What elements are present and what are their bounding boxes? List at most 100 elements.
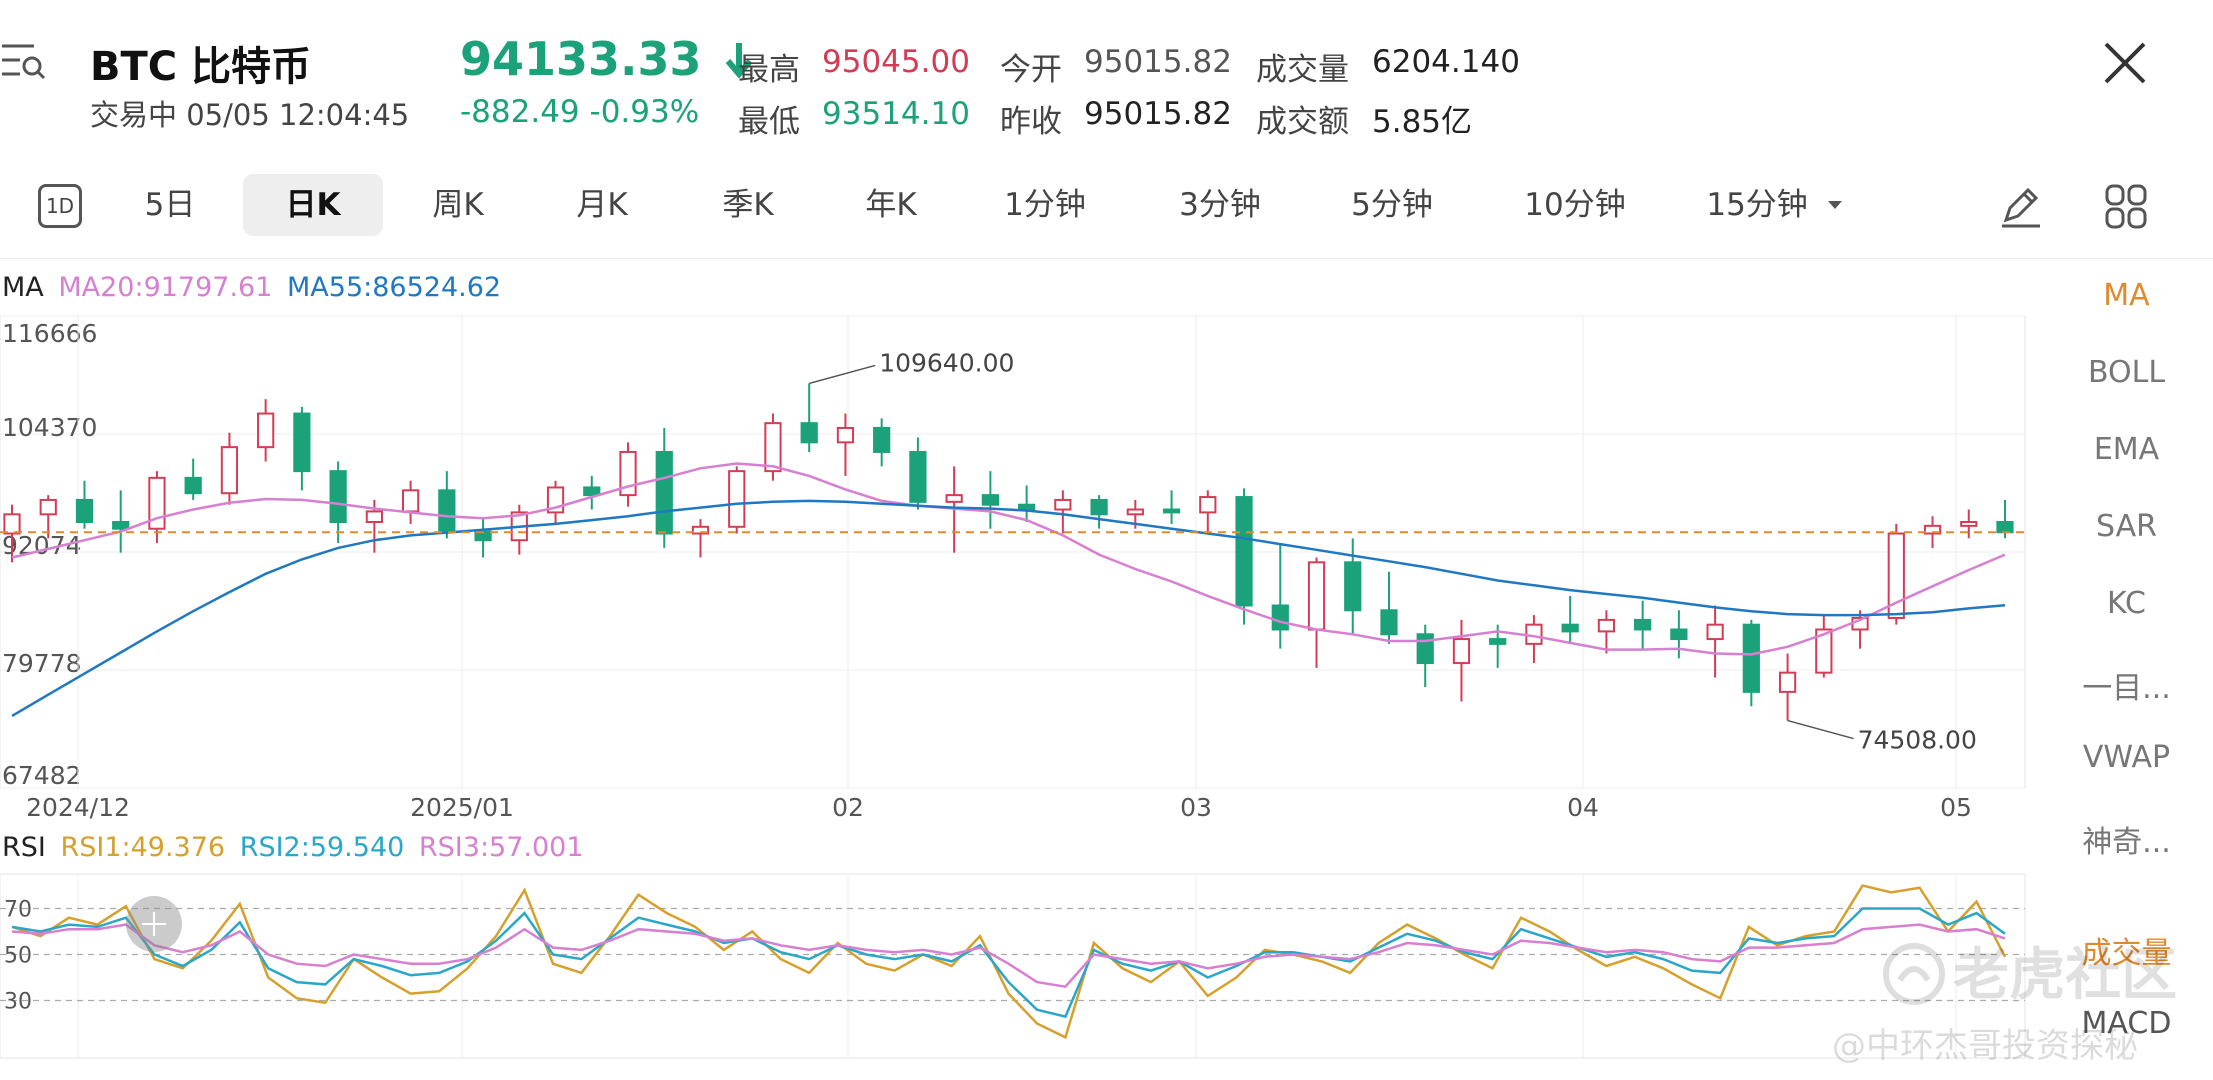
close-icon[interactable] [2102,40,2148,86]
crosshair-icon [142,912,166,936]
price-value: 94133.33 [460,32,702,86]
indicator-kc[interactable]: KC [2107,586,2146,621]
candle-body [1307,561,1326,631]
stat-label-low: 最低 [738,104,800,140]
candle-body [836,426,855,444]
candle-body [184,476,202,495]
candle-body [583,486,601,497]
ma20-line [11,462,2006,656]
candle-body [1742,623,1760,693]
tab-10min[interactable]: 10分钟 [1524,187,1626,223]
rsi-line-rsi1 [11,884,2007,1040]
candle-body [1778,671,1797,693]
divider [0,258,2213,259]
candle-body [3,513,21,535]
x-tick-label: 2024/12 [26,793,130,822]
arrow-down-icon [725,43,752,79]
candle-body [1380,609,1398,636]
candle-body [1597,618,1616,633]
last-price: 94133.33 [460,32,754,86]
pencil-draw-icon[interactable] [1996,182,2044,230]
ma-legend-title: MA [2,272,44,303]
indicator-sar[interactable]: SAR [2096,509,2157,544]
candle-body [1561,623,1579,633]
candle-body [438,489,456,533]
candle-body [655,450,673,535]
tab-yearly-k[interactable]: 年K [865,187,917,223]
calendar-1d-icon[interactable]: 1D [38,184,82,228]
tab-daily-k[interactable]: 日K [243,174,383,236]
trading-status: 交易中 05/05 12:04:45 [90,98,410,132]
y-tick-label: 67482 [2,761,82,790]
tab-5d[interactable]: 5日 [144,187,196,223]
tab-1min[interactable]: 1分钟 [1004,187,1086,223]
rsi1-legend: RSI1:49.376 [60,832,226,863]
indicator-ema[interactable]: EMA [2093,432,2160,467]
tab-weekly-k[interactable]: 周K [432,187,484,223]
candle-body [1887,532,1905,619]
indicator-vwap[interactable]: VWAP [2082,740,2171,775]
rsi-tick-label: 70 [4,898,32,923]
candle-body [800,422,818,444]
indicator-ma[interactable]: MA [2103,278,2150,313]
tab-monthly-k[interactable]: 月K [576,187,628,223]
candle-body [39,498,57,516]
y-tick-label: 116666 [2,319,97,348]
rsi-tick-label: 30 [4,990,32,1015]
stat-label-turnover: 成交额 [1256,104,1349,140]
stat-label-high: 最高 [738,52,800,88]
indicator-boll[interactable]: BOLL [2087,355,2166,390]
watermark-logo: 老虎社区 [1880,930,2177,1011]
tiger-logo-icon [1883,943,1945,1005]
period-tabs: 1D 5日 日K 周K 月K 季K 年K 1分钟 3分钟 5分钟 10分钟 15… [0,170,2213,242]
candle-body [1634,618,1652,631]
candle-body [293,412,311,473]
price-change: -882.49 -0.93% [460,94,700,130]
indicator-panel: MA BOLL EMA SAR KC 一目... VWAP 神奇... 成交量 … [2040,260,2213,1080]
candle-body [401,489,420,513]
candle-body [1054,498,1072,511]
indicator-volume[interactable]: 成交量 [2081,936,2172,971]
rsi-line-rsi3 [11,923,2006,989]
candle-body [1923,524,1942,535]
candle-body [1416,633,1434,665]
candle-body [1235,496,1253,607]
candle-body [1489,638,1507,645]
grid-layout-icon[interactable] [2104,182,2148,230]
candle-body [257,412,275,449]
candle-body [1126,508,1144,516]
candle-body [1271,604,1289,631]
tab-15min[interactable]: 15分钟 [1700,174,1850,236]
x-tick-label: 2025/01 [410,793,514,822]
crosshair-button[interactable] [126,896,182,952]
tab-5min[interactable]: 5分钟 [1351,187,1433,223]
y-tick-label: 104370 [2,413,97,442]
candle-body [1199,496,1217,514]
x-tick-label: 04 [1567,793,1599,822]
y-tick-label: 79778 [2,649,82,678]
indicator-ichimoku[interactable]: 一目... [2082,671,2171,706]
ticker-title: BTC 比特币 [90,44,312,90]
candle-body [691,525,710,535]
candle-body [909,450,927,503]
y-tick-label: 92074 [2,531,82,560]
indicator-macd[interactable]: MACD [2081,1006,2172,1041]
stat-label-open: 今开 [1000,52,1062,88]
candle-body [1706,623,1724,641]
tab-3min[interactable]: 3分钟 [1179,187,1261,223]
stat-value-open: 95015.82 [1084,44,1232,80]
stat-value-prev-close: 95015.82 [1084,96,1232,132]
candle-body [728,470,746,528]
candle-body [764,422,782,473]
stat-value-high: 95045.00 [822,44,970,80]
tab-15min-label: 15分钟 [1706,187,1808,223]
indicator-magic[interactable]: 神奇... [2082,825,2171,860]
menu-icon[interactable] [0,40,46,84]
x-tick-label: 03 [1180,793,1212,822]
high-annotation-label: 109640.00 [879,348,1014,377]
candle-body [1960,521,1978,527]
tab-quarterly-k[interactable]: 季K [722,187,774,223]
candle-body [75,498,94,524]
ma-legend: MA MA20:91797.61 MA55:86524.62 [2,272,501,303]
